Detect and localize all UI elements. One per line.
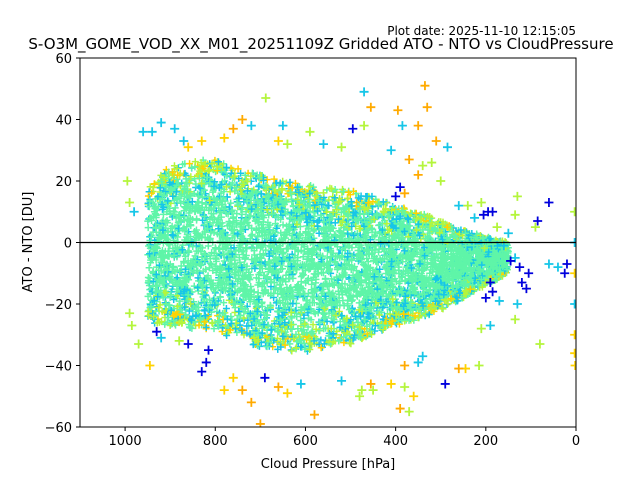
cloud-point: [177, 268, 185, 276]
cloud-point: [307, 316, 315, 324]
cloud-point: [335, 215, 343, 223]
cloud-point: [316, 251, 324, 259]
cloud-point: [289, 230, 297, 238]
cloud-point: [321, 197, 329, 205]
cloud-point: [336, 323, 344, 331]
cloud-point: [155, 233, 163, 241]
cloud-point: [193, 216, 201, 224]
cloud-point: [355, 299, 363, 307]
cloud-point: [183, 238, 191, 246]
cloud-point: [217, 189, 225, 197]
cloud-point: [338, 252, 346, 260]
cloud-point: [340, 302, 348, 310]
cloud-point: [234, 165, 242, 173]
cloud-point: [149, 183, 157, 191]
cloud-point: [353, 217, 361, 225]
cloud-point: [370, 303, 378, 311]
cloud-point: [172, 214, 180, 222]
cloud-point: [364, 258, 372, 266]
cloud-point: [144, 224, 152, 232]
cloud-point: [223, 193, 231, 201]
cloud-point: [343, 194, 351, 202]
cloud-point: [233, 210, 241, 218]
cloud-point: [170, 295, 178, 303]
cloud-point: [204, 167, 212, 175]
cloud-point: [336, 318, 344, 326]
cloud-point: [198, 244, 206, 252]
cloud-point: [255, 181, 263, 189]
cloud-point: [150, 180, 158, 188]
cloud-point: [210, 210, 218, 218]
cloud-point: [216, 220, 224, 228]
cloud-point: [145, 264, 153, 272]
cloud-point: [252, 226, 260, 234]
point-cloud: [144, 156, 512, 355]
plot-date: Plot date: 2025-11-10 12:15:05: [387, 24, 576, 38]
cloud-point: [163, 318, 171, 326]
cloud-point: [235, 286, 243, 294]
cloud-point: [309, 294, 317, 302]
cloud-point: [429, 256, 437, 264]
cloud-point: [288, 347, 296, 355]
cloud-point: [350, 309, 358, 317]
cloud-point: [237, 169, 245, 177]
cloud-point: [220, 299, 228, 307]
cloud-point: [189, 243, 197, 251]
cloud-point: [341, 280, 349, 288]
cloud-point: [228, 316, 236, 324]
cloud-point: [191, 158, 199, 166]
cloud-point: [307, 188, 315, 196]
cloud-point: [188, 198, 196, 206]
cloud-point: [204, 242, 212, 250]
cloud-point: [256, 320, 264, 328]
cloud-point: [347, 235, 355, 243]
cloud-point: [146, 274, 154, 282]
cloud-point: [335, 308, 343, 316]
cloud-point: [305, 201, 313, 209]
cloud-point: [294, 325, 302, 333]
cloud-point: [287, 195, 295, 203]
cloud-point: [374, 308, 382, 316]
plot-area: [122, 81, 576, 427]
cloud-point: [146, 183, 154, 191]
cloud-point: [328, 275, 336, 283]
cloud-point: [338, 291, 346, 299]
cloud-point: [278, 249, 286, 257]
cloud-point: [282, 271, 290, 279]
cloud-point: [220, 257, 228, 265]
cloud-point: [338, 232, 346, 240]
cloud-point: [272, 284, 280, 292]
cloud-point: [410, 231, 418, 239]
cloud-point: [257, 244, 265, 252]
cloud-point: [262, 246, 270, 254]
cloud-point: [238, 210, 246, 218]
cloud-point: [322, 313, 330, 321]
cloud-point: [318, 255, 326, 263]
cloud-point: [281, 341, 289, 349]
cloud-point: [235, 254, 243, 262]
cloud-point: [285, 182, 293, 190]
cloud-point: [205, 193, 213, 201]
cloud-point: [190, 282, 198, 290]
cloud-point: [216, 293, 224, 301]
cloud-point: [185, 307, 193, 315]
chart-title: S-O3M_GOME_VOD_XX_M01_20251109Z Gridded …: [28, 35, 613, 54]
cloud-point: [375, 221, 383, 229]
cloud-point: [263, 176, 271, 184]
cloud-point: [210, 325, 218, 333]
cloud-point: [172, 321, 180, 329]
cloud-point: [200, 186, 208, 194]
cloud-point: [210, 249, 218, 257]
cloud-point: [277, 207, 285, 215]
cloud-point: [248, 231, 256, 239]
cloud-point: [235, 175, 243, 183]
cloud-point: [329, 319, 337, 327]
cloud-point: [238, 190, 246, 198]
cloud-point: [161, 299, 169, 307]
